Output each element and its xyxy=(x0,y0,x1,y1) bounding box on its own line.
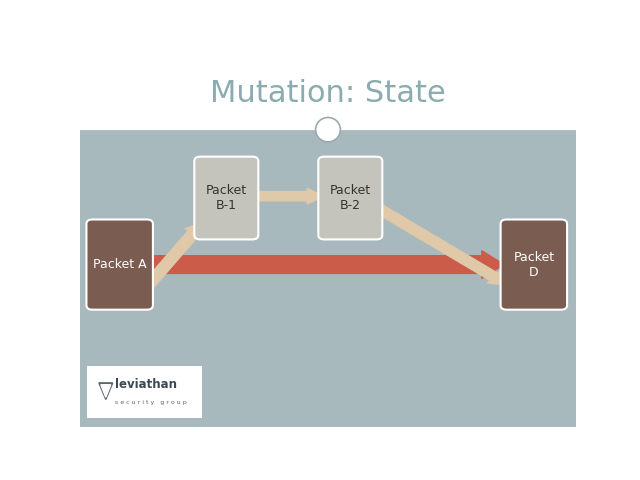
Text: Packet
B-1: Packet B-1 xyxy=(205,184,247,212)
FancyBboxPatch shape xyxy=(80,58,576,130)
FancyBboxPatch shape xyxy=(86,219,153,310)
Text: Packet
D: Packet D xyxy=(513,251,554,278)
FancyArrow shape xyxy=(152,251,504,278)
FancyArrow shape xyxy=(253,189,324,204)
Text: leviathan: leviathan xyxy=(115,378,177,391)
FancyBboxPatch shape xyxy=(500,219,567,310)
FancyBboxPatch shape xyxy=(88,366,202,418)
Text: s e c u r i t y   g r o u p: s e c u r i t y g r o u p xyxy=(115,400,186,405)
FancyBboxPatch shape xyxy=(318,156,382,240)
Text: Packet A: Packet A xyxy=(93,258,147,271)
FancyArrow shape xyxy=(372,204,508,285)
FancyBboxPatch shape xyxy=(80,130,576,427)
Ellipse shape xyxy=(316,118,340,142)
Polygon shape xyxy=(99,383,113,399)
FancyBboxPatch shape xyxy=(195,156,259,240)
Polygon shape xyxy=(101,384,111,397)
Text: Mutation: State: Mutation: State xyxy=(210,79,446,108)
FancyArrow shape xyxy=(141,222,203,289)
Text: Packet
B-2: Packet B-2 xyxy=(330,184,371,212)
